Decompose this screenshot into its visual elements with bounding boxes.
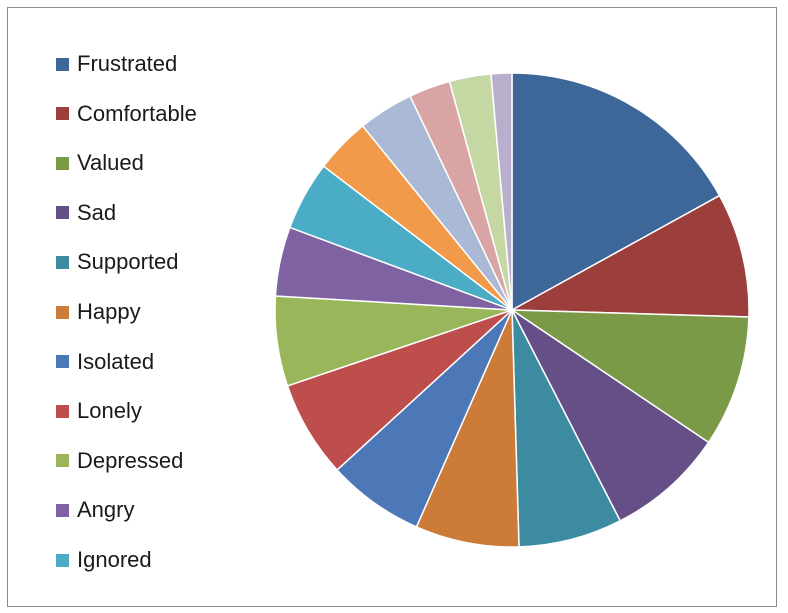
legend-item-frustrated: Frustrated bbox=[56, 50, 177, 78]
legend-swatch bbox=[56, 156, 69, 170]
legend-item-lonely: Lonely bbox=[56, 397, 142, 425]
legend-label: Frustrated bbox=[77, 51, 178, 76]
legend-item-sad: Sad bbox=[56, 199, 116, 227]
legend-swatch bbox=[56, 255, 69, 269]
legend-label: Depressed bbox=[77, 447, 184, 473]
pie-slice-valued bbox=[511, 309, 750, 444]
legend-label: Valued bbox=[77, 150, 144, 176]
legend-swatch bbox=[56, 404, 69, 418]
pie-slice-happy bbox=[415, 309, 520, 548]
legend-item-ignored: Ignored bbox=[56, 546, 152, 574]
pie-slice-comfortable bbox=[511, 194, 750, 318]
legend-swatch bbox=[56, 107, 69, 121]
legend-swatch bbox=[56, 305, 69, 319]
legend-swatch bbox=[56, 57, 69, 71]
legend-label: Supported bbox=[77, 249, 179, 275]
legend-item-happy: Happy bbox=[56, 298, 141, 326]
pie-slice-unlabeled-16 bbox=[490, 72, 513, 311]
legend-swatch bbox=[56, 355, 69, 369]
legend-item-depressed: Depressed bbox=[56, 447, 183, 475]
chart-border bbox=[7, 7, 777, 607]
legend-item-isolated: Isolated bbox=[56, 348, 154, 376]
legend-label: Ignored bbox=[77, 547, 152, 572]
legend-item-comfortable: Comfortable bbox=[56, 100, 197, 128]
legend-label: Happy bbox=[77, 299, 141, 324]
legend-swatch bbox=[56, 503, 69, 517]
legend-swatch bbox=[56, 553, 69, 567]
legend-label: Sad bbox=[77, 199, 117, 225]
legend-swatch bbox=[56, 454, 69, 468]
legend-label: Isolated bbox=[77, 348, 155, 374]
legend-item-angry: Angry bbox=[56, 496, 134, 524]
pie-slice-frustrated bbox=[511, 72, 721, 311]
legend-label: Lonely bbox=[77, 398, 142, 424]
pie-slice-sad bbox=[511, 309, 710, 522]
legend-swatch bbox=[56, 206, 69, 220]
legend-label: Angry bbox=[77, 497, 135, 523]
legend-label: Comfortable bbox=[77, 100, 197, 126]
legend-item-valued: Valued bbox=[56, 149, 144, 177]
legend-item-supported: Supported bbox=[56, 248, 179, 276]
pie-slice-supported bbox=[511, 309, 621, 548]
